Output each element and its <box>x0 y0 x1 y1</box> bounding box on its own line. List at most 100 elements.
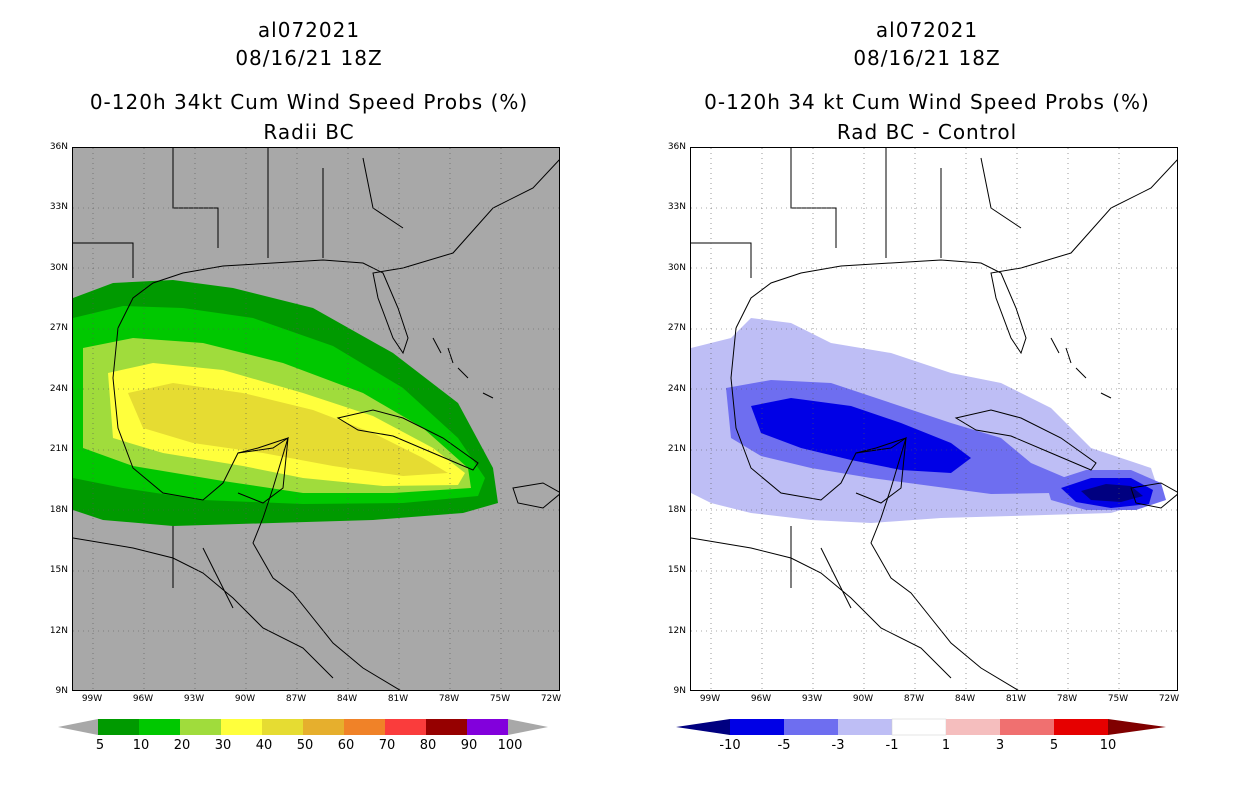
lat-label: 24N <box>667 384 686 394</box>
map-subtitle: Radii BC <box>263 120 355 144</box>
lon-label: 96W <box>132 694 154 704</box>
colorbar-high-arrow <box>1108 719 1166 735</box>
lat-label: 18N <box>49 505 68 515</box>
lon-label: 72W <box>540 694 562 704</box>
colorbar-low-arrow <box>58 719 98 735</box>
map-title: 0-120h 34 kt Cum Wind Speed Probs (%) <box>704 90 1150 114</box>
lat-label: 12N <box>667 626 686 636</box>
colorbar-swatch <box>784 719 838 735</box>
colorbar-label: -3 <box>831 738 845 753</box>
prob-band-40 <box>128 383 448 476</box>
us-state-borders <box>73 148 404 278</box>
lon-label: 78W <box>438 694 460 704</box>
colorbar-high-arrow <box>508 719 548 735</box>
colorbar-label: 40 <box>255 738 273 753</box>
lat-label: 18N <box>667 505 686 515</box>
colorbar-label: 80 <box>419 738 437 753</box>
lon-label: 75W <box>1107 694 1129 704</box>
lon-label: 90W <box>234 694 256 704</box>
colorbar-swatch <box>426 719 467 735</box>
us-gulf-coastline <box>117 159 559 355</box>
lat-label: 27N <box>667 323 686 333</box>
lon-label: 99W <box>699 694 721 704</box>
us-state-borders <box>691 148 1022 278</box>
lat-label: 15N <box>49 565 68 575</box>
colorbar-swatch <box>467 719 508 735</box>
colorbar-label: 20 <box>173 738 191 753</box>
bahamas <box>432 337 494 399</box>
colorbar-label: -10 <box>719 738 741 753</box>
lat-label: 21N <box>667 444 686 454</box>
colorbar-swatch <box>891 718 947 736</box>
colorbar-label: 60 <box>337 738 355 753</box>
colorbar-swatch <box>303 719 344 735</box>
yucatan-coastline <box>237 437 289 504</box>
us-gulf-coastline <box>735 159 1177 355</box>
colorbar-swatch <box>139 719 180 735</box>
colorbar-swatch <box>344 719 385 735</box>
lon-label: 87W <box>285 694 307 704</box>
lat-label: 24N <box>49 384 68 394</box>
difference-map-graphic <box>691 148 1177 690</box>
lat-label: 15N <box>667 565 686 575</box>
forecast-date: 08/16/21 18Z <box>853 46 1001 70</box>
lon-label: 78W <box>1056 694 1078 704</box>
colorbar-label: 70 <box>378 738 396 753</box>
lat-label: 33N <box>667 202 686 212</box>
colorbar-swatch <box>838 719 892 735</box>
colorbar-right <box>676 718 1166 736</box>
lon-label: 90W <box>852 694 874 704</box>
right-panel: al072021 08/16/21 18Z 0-120h 34 kt Cum W… <box>618 0 1236 800</box>
lon-label: 72W <box>1158 694 1180 704</box>
central-america-borders <box>691 526 952 679</box>
colorbar-label: 10 <box>132 738 150 753</box>
diff-band-neg10-core <box>1081 484 1143 502</box>
colorbar-label: 1 <box>941 738 951 753</box>
colorbar-swatch <box>1000 719 1054 735</box>
forecast-date: 08/16/21 18Z <box>235 46 383 70</box>
colorbar-label: 5 <box>95 738 105 753</box>
lon-label: 75W <box>489 694 511 704</box>
colorbar-label: 50 <box>296 738 314 753</box>
colorbar-label: 100 <box>497 738 523 753</box>
colorbar-low-arrow <box>676 719 730 735</box>
lat-label: 30N <box>49 263 68 273</box>
diff-band-neg5 <box>751 398 971 473</box>
colorbar-label: 5 <box>1049 738 1059 753</box>
lon-label: 99W <box>81 694 103 704</box>
lon-label: 84W <box>336 694 358 704</box>
storm-id: al072021 <box>257 18 361 42</box>
lat-label: 21N <box>49 444 68 454</box>
probability-map-graphic <box>73 148 559 690</box>
lat-label: 36N <box>667 142 686 152</box>
lat-label: 36N <box>49 142 68 152</box>
colorbar-left <box>58 719 548 735</box>
lon-label: 93W <box>183 694 205 704</box>
colorbar-label: 3 <box>995 738 1005 753</box>
colorbar-swatch <box>946 719 1000 735</box>
hispaniola-outline <box>1130 482 1177 509</box>
colorbar-label: 90 <box>460 738 478 753</box>
colorbar-label: 30 <box>214 738 232 753</box>
colorbar-swatch <box>730 719 784 735</box>
lat-label: 9N <box>673 686 686 696</box>
central-america-borders <box>73 526 334 679</box>
left-panel: al072021 08/16/21 18Z 0-120h 34kt Cum Wi… <box>49 18 562 753</box>
lat-label: 27N <box>49 323 68 333</box>
probability-map <box>72 147 560 691</box>
storm-id: al072021 <box>875 18 979 42</box>
bahamas <box>1050 337 1112 399</box>
colorbar-label: -5 <box>777 738 791 753</box>
lat-label: 33N <box>49 202 68 212</box>
cuba-outline <box>954 409 1097 471</box>
colorbar-swatch <box>385 719 426 735</box>
lat-label: 9N <box>55 686 68 696</box>
colorbar-swatch <box>1054 719 1108 735</box>
map-title: 0-120h 34kt Cum Wind Speed Probs (%) <box>89 90 529 114</box>
map-subtitle: Rad BC - Control <box>836 120 1018 144</box>
yucatan-coastline <box>855 437 907 504</box>
colorbar-label: -1 <box>885 738 899 753</box>
colorbar-swatch <box>221 719 262 735</box>
colorbar-swatch <box>180 719 221 735</box>
difference-map <box>690 147 1178 691</box>
